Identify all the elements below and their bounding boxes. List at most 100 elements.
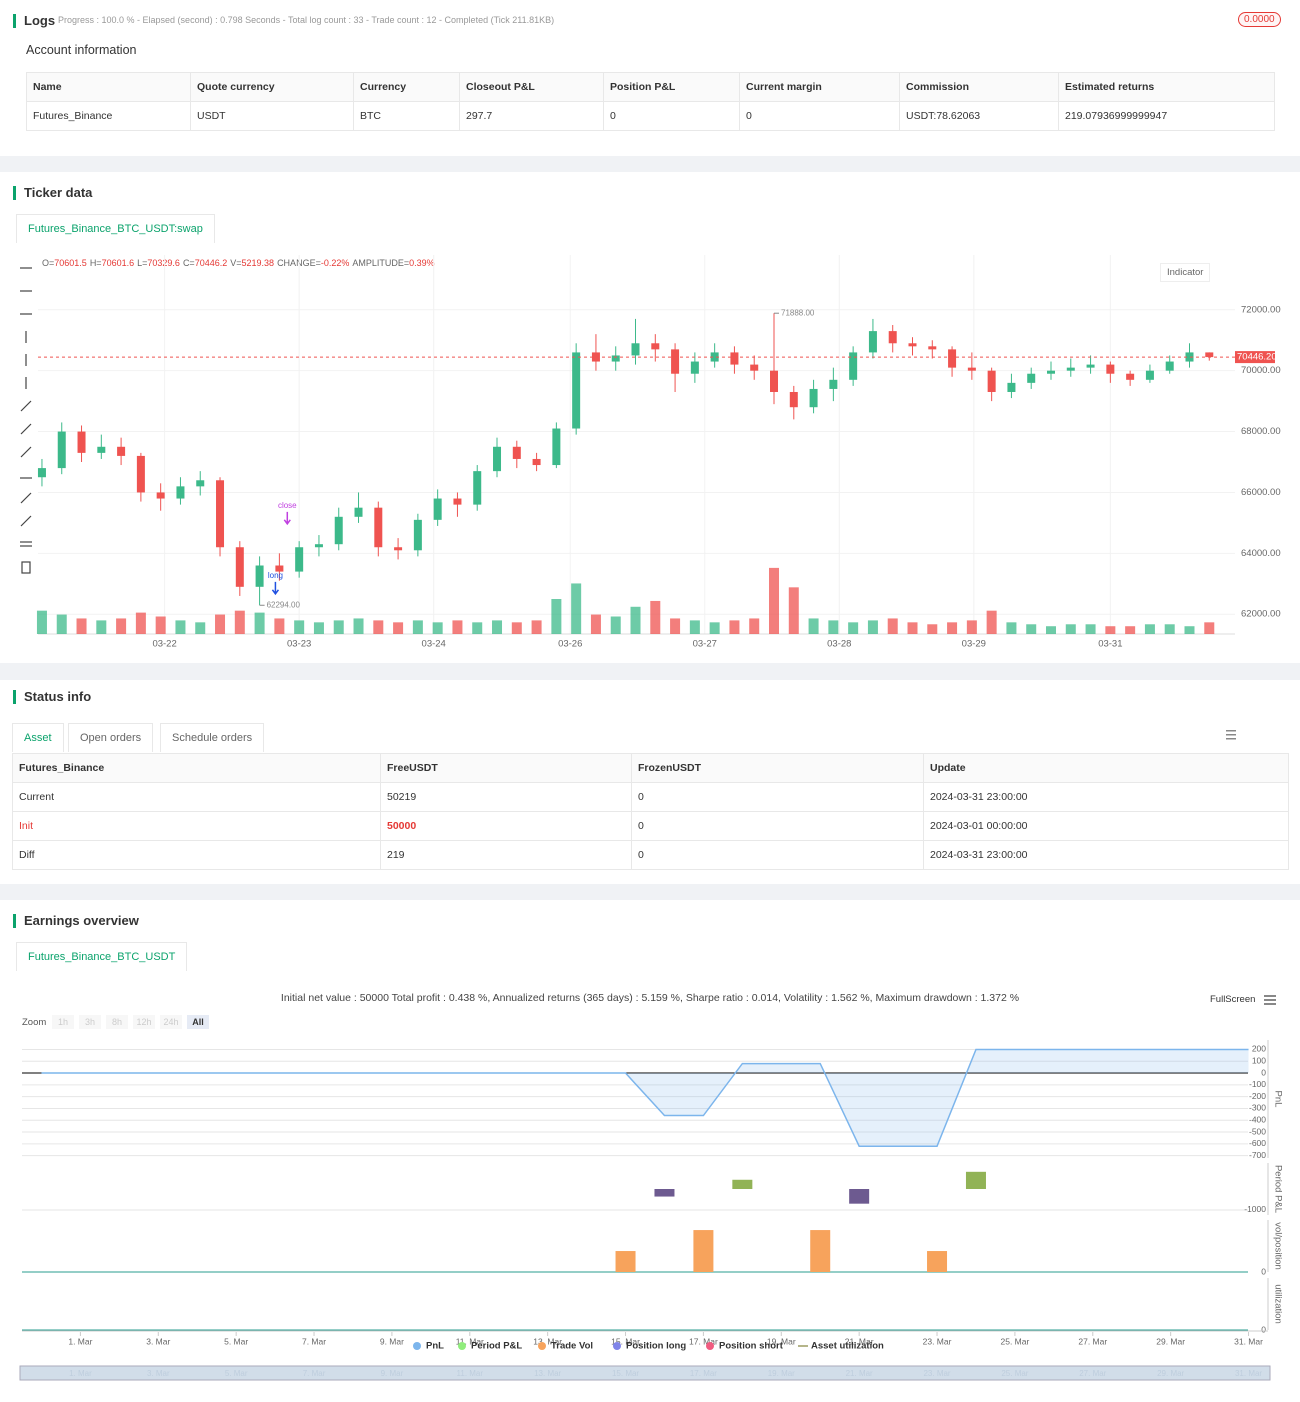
candle-body <box>1086 364 1095 368</box>
candle-body <box>948 349 957 368</box>
volume-bar <box>729 620 740 634</box>
volume-bar <box>927 624 938 634</box>
volume-bar <box>333 620 344 634</box>
y-tick-label: 70000.00 <box>1241 365 1281 376</box>
x-tick-label: 03-23 <box>287 639 311 650</box>
y-tick-label: 72000.00 <box>1241 304 1281 315</box>
volume-bar <box>1045 626 1056 634</box>
volume-bar <box>1085 624 1096 634</box>
ohlc-label: C= <box>182 258 195 268</box>
candle-body <box>493 446 502 472</box>
tab[interactable]: Futures_Binance_BTC_USDT <box>16 942 188 971</box>
bar <box>732 1179 753 1189</box>
fullscreen-button[interactable]: FullScreen <box>1210 994 1256 1005</box>
volume-bar <box>96 620 107 634</box>
candle-body <box>908 343 917 347</box>
navigator-label: 7. Mar <box>303 1369 326 1378</box>
zoom-button[interactable]: 8h <box>106 1015 128 1029</box>
cell: 0 <box>631 811 924 841</box>
volume-bar <box>492 620 503 634</box>
volume-bar <box>155 616 166 634</box>
zoom-button[interactable]: 1h <box>52 1015 74 1029</box>
x-tick-label: 25. Mar <box>1000 1336 1029 1346</box>
volume-bar <box>709 622 720 634</box>
candle-body <box>651 343 660 350</box>
legend-label: Trade Vol <box>551 1341 593 1352</box>
cell: 0 <box>603 101 740 131</box>
cell: 2024-03-01 00:00:00 <box>923 811 1289 841</box>
cell: 219.07936999999947 <box>1058 101 1275 131</box>
navigator-label: 23. Mar <box>923 1369 950 1378</box>
volume-bar <box>432 622 443 634</box>
column-header: Currency <box>353 72 460 102</box>
candle-body <box>611 355 620 362</box>
navigator-label: 11. Mar <box>457 1369 484 1378</box>
candle-body <box>295 547 304 572</box>
candle-body <box>77 431 86 453</box>
header-row: Name Quote currency Currency Closeout P&L Po… <box>26 72 1275 102</box>
volume-bar <box>947 622 958 634</box>
zoom-button[interactable]: 3h <box>79 1015 101 1029</box>
zoom-button[interactable]: All <box>187 1015 209 1029</box>
y-axis-title: utilization <box>1272 1284 1283 1324</box>
last-price-label: 70446.20 <box>1237 352 1277 363</box>
signal-arrow <box>283 511 291 526</box>
y-tick-label: 0 <box>1261 1324 1266 1334</box>
indicator-button[interactable]: Indicator <box>1160 263 1211 282</box>
candle-body <box>1126 373 1135 380</box>
y-tick-label: 0 <box>1261 1266 1266 1276</box>
volume-bar <box>848 622 859 634</box>
ohlc-value: 70446.2 <box>194 258 228 268</box>
y-axis-title: vol/position <box>1272 1222 1283 1270</box>
row: Current 50219 0 2024-03-31 23:00:00 <box>12 782 1289 812</box>
y-tick-label: -700 <box>1249 1150 1266 1160</box>
row: Futures_Binance USDT BTC 297.7 0 0 USDT:78.620… <box>26 101 1275 131</box>
section-title: Ticker data <box>13 186 92 200</box>
ohlc-value: 0.39% <box>409 258 435 268</box>
volume-bar <box>887 618 898 634</box>
legend-label: Position long <box>626 1341 686 1352</box>
section-title: Status info <box>13 690 91 704</box>
y-tick-label: 68000.00 <box>1241 426 1281 437</box>
tab[interactable]: Asset <box>12 723 64 752</box>
candle-body <box>235 547 244 587</box>
y-tick-label: -1000 <box>1244 1204 1266 1214</box>
y-tick-label: -200 <box>1249 1091 1266 1101</box>
volume-bar <box>76 618 87 634</box>
tab[interactable]: Open orders <box>68 723 154 752</box>
x-tick-label: 3. Mar <box>146 1336 170 1346</box>
volume-bar <box>412 620 423 634</box>
candle-body <box>37 468 46 478</box>
section-title: Logs <box>13 14 55 28</box>
ohlc-value: 70329.6 <box>147 258 180 268</box>
account-table: Name Quote currency Currency Closeout P&L Po… <box>26 72 1275 131</box>
column-header: Closeout P&L <box>459 72 604 102</box>
x-tick-label: 17. Mar <box>689 1336 718 1346</box>
navigator-label: 31. Mar <box>1235 1369 1262 1378</box>
zoom-button[interactable]: 12h <box>133 1015 155 1029</box>
volume-bar <box>650 600 661 634</box>
y-tick-label: -400 <box>1249 1114 1266 1124</box>
y-tick-label: 200 <box>1252 1044 1266 1054</box>
x-tick-label: 15. Mar <box>611 1336 640 1346</box>
volume-bar <box>571 583 582 634</box>
candle-body <box>868 331 877 353</box>
status-table: Futures_Binance FreeUSDT FrozenUSDT Update C… <box>12 753 1289 870</box>
zoom-button[interactable]: 24h <box>160 1015 182 1029</box>
divider <box>0 884 1300 900</box>
tab[interactable]: Futures_Binance_BTC_USDT:swap <box>16 214 215 243</box>
y-tick-label: -500 <box>1249 1126 1266 1136</box>
cell: USDT <box>190 101 354 131</box>
candle-body <box>710 352 719 362</box>
cell: BTC <box>353 101 460 131</box>
candle-body <box>1027 373 1036 383</box>
tab[interactable]: Schedule orders <box>160 723 265 752</box>
legend-swatch <box>538 1342 546 1350</box>
column-header: Futures_Binance <box>12 753 381 783</box>
column-header: Quote currency <box>190 72 354 102</box>
candle-body <box>374 507 383 548</box>
ohlc-line: O=70601.5 H=70601.6 L=70329.6 C=70446.2 V=52… <box>42 258 438 268</box>
header-row: Futures_Binance FreeUSDT FrozenUSDT Update <box>12 753 1289 783</box>
candle-body <box>136 455 145 493</box>
